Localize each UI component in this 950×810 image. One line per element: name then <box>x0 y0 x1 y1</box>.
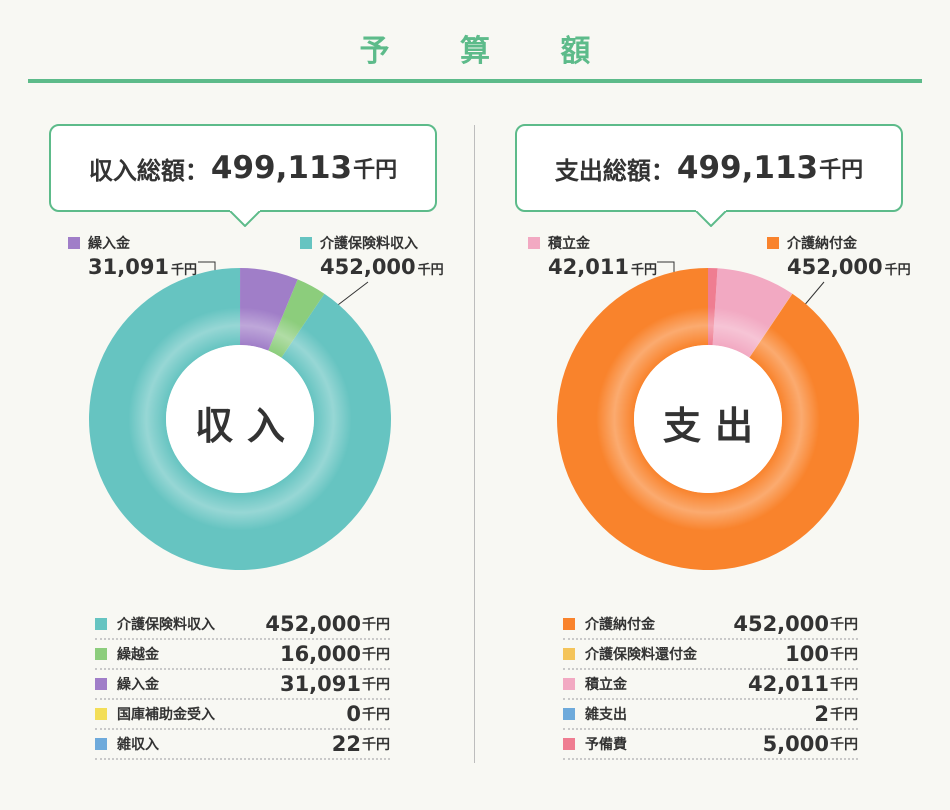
legend-name: 介護保険料還付金 <box>585 647 697 663</box>
legend-name: 介護保険料収入 <box>117 617 215 633</box>
callout-label: 積立金 <box>548 236 590 252</box>
income-legend: 介護保険料収入 452,000 千円 繰越金 16,000 千円 繰入金 31,091 千円… <box>95 610 390 760</box>
expense-total-box: 支出総額： 499,113 千円 <box>515 124 903 227</box>
legend-row: 繰入金 31,091 千円 <box>95 670 390 700</box>
legend-row: 介護保険料収入 452,000 千円 <box>95 610 390 640</box>
callout-swatch <box>767 237 779 249</box>
income-total-label: 収入総額： <box>88 156 209 185</box>
legend-unit: 千円 <box>362 677 390 693</box>
legend-swatch <box>95 678 107 690</box>
legend-unit: 千円 <box>362 737 390 753</box>
income-center-label: 収入 <box>194 404 299 448</box>
legend-swatch <box>563 738 575 750</box>
legend-unit: 千円 <box>830 677 858 693</box>
callout-value: 452,000 <box>320 255 416 279</box>
callout-label: 介護保険料収入 <box>320 236 418 252</box>
legend-name: 繰入金 <box>117 677 159 693</box>
callout-value: 452,000 <box>787 255 883 279</box>
callout-swatch <box>68 237 80 249</box>
callout-unit: 千円 <box>631 263 658 278</box>
expense-total-label: 支出総額： <box>554 156 675 185</box>
callout-unit: 千円 <box>884 263 911 278</box>
legend-name: 雑収入 <box>117 737 159 753</box>
legend-row: 雑支出 2 千円 <box>563 700 858 730</box>
page-title: 予 算 額 <box>359 34 621 69</box>
legend-amount: 42,011 <box>747 672 829 696</box>
legend-amount: 100 <box>785 642 829 666</box>
legend-amount: 16,000 <box>279 642 361 666</box>
legend-swatch <box>95 618 107 630</box>
income-callout-premium: 介護保険料収入 452,000 千円 <box>300 233 444 279</box>
callout-unit: 千円 <box>171 263 198 278</box>
legend-swatch <box>563 618 575 630</box>
income-callout-transfer: 繰入金 31,091 千円 <box>68 233 197 279</box>
legend-swatch <box>95 738 107 750</box>
income-total-unit: 千円 <box>353 158 398 183</box>
legend-unit: 千円 <box>362 707 390 723</box>
legend-unit: 千円 <box>830 647 858 663</box>
income-total-box: 収入総額： 499,113 千円 <box>49 124 437 227</box>
income-total-value: 499,113 <box>210 150 353 186</box>
legend-amount: 0 <box>346 702 361 726</box>
legend-swatch <box>563 648 575 660</box>
legend-swatch <box>563 678 575 690</box>
callout-value: 42,011 <box>548 255 630 279</box>
income-total-box-tail <box>229 210 261 227</box>
legend-amount: 452,000 <box>733 612 829 636</box>
expense-callout-reserve: 積立金 42,011 千円 <box>528 233 657 279</box>
callout-unit: 千円 <box>417 263 444 278</box>
legend-row: 繰越金 16,000 千円 <box>95 640 390 670</box>
legend-amount: 22 <box>331 732 361 756</box>
legend-unit: 千円 <box>362 617 390 633</box>
expense-total-box-tail <box>695 210 727 227</box>
legend-swatch <box>95 648 107 660</box>
legend-unit: 千円 <box>362 647 390 663</box>
title-rule <box>28 79 922 83</box>
legend-row: 雑収入 22 千円 <box>95 730 390 760</box>
expense-donut-chart <box>557 268 859 570</box>
legend-amount: 5,000 <box>762 732 829 756</box>
donut-hole <box>166 345 314 493</box>
legend-swatch <box>563 708 575 720</box>
legend-amount: 31,091 <box>279 672 361 696</box>
expense-legend: 介護納付金 452,000 千円 介護保険料還付金 100 千円 積立金 42,011 千円… <box>563 610 858 760</box>
legend-name: 雑支出 <box>585 707 627 723</box>
legend-swatch <box>95 708 107 720</box>
legend-name: 繰越金 <box>117 647 159 663</box>
expense-total-unit: 千円 <box>819 158 864 183</box>
legend-row: 国庫補助金受入 0 千円 <box>95 700 390 730</box>
legend-name: 介護納付金 <box>585 617 655 633</box>
legend-row: 積立金 42,011 千円 <box>563 670 858 700</box>
legend-name: 国庫補助金受入 <box>117 707 215 723</box>
callout-swatch <box>528 237 540 249</box>
legend-name: 予備費 <box>585 737 627 753</box>
callout-swatch <box>300 237 312 249</box>
income-donut-chart <box>89 268 391 570</box>
callout-value: 31,091 <box>88 255 170 279</box>
legend-name: 積立金 <box>585 677 627 693</box>
legend-amount: 2 <box>814 702 829 726</box>
legend-unit: 千円 <box>830 737 858 753</box>
legend-unit: 千円 <box>830 617 858 633</box>
callout-label: 介護納付金 <box>787 236 857 252</box>
legend-amount: 452,000 <box>265 612 361 636</box>
legend-unit: 千円 <box>830 707 858 723</box>
expense-total-value: 499,113 <box>676 150 819 186</box>
legend-row: 予備費 5,000 千円 <box>563 730 858 760</box>
legend-row: 介護納付金 452,000 千円 <box>563 610 858 640</box>
expense-center-label: 支出 <box>662 404 767 448</box>
column-divider <box>474 125 475 763</box>
expense-callout-payment: 介護納付金 452,000 千円 <box>767 233 911 279</box>
donut-hole <box>634 345 782 493</box>
callout-label: 繰入金 <box>88 236 130 252</box>
legend-row: 介護保険料還付金 100 千円 <box>563 640 858 670</box>
